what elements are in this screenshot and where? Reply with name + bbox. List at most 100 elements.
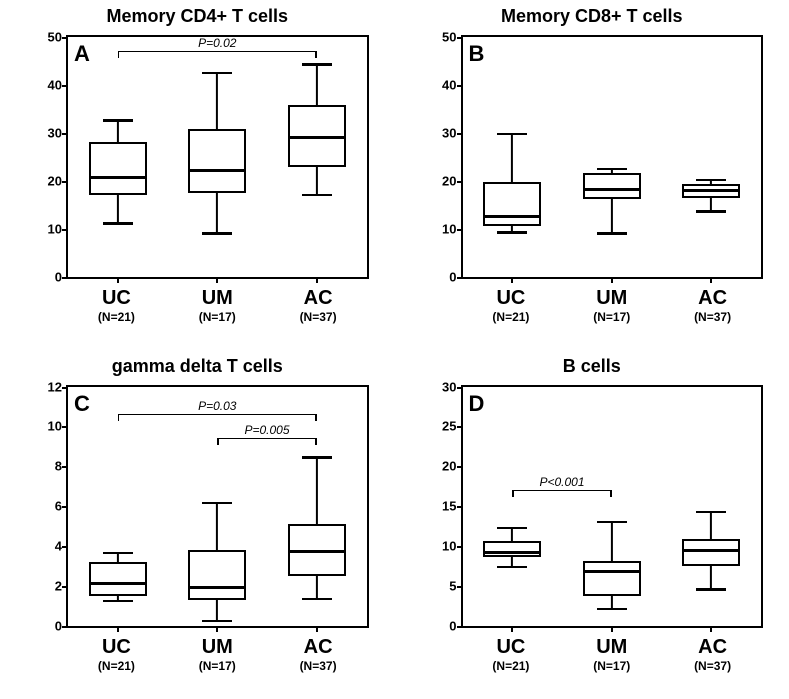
panel-A: Memory CD4+ T cells % CD4+CD45RO+ of CD3… [0,0,395,350]
ytick-label: 8 [55,459,62,474]
xtick-mark [710,626,712,632]
ytick-mark [62,626,68,628]
category-n: (N=17) [561,659,662,673]
category-n: (N=21) [66,310,167,324]
ytick-label: 0 [449,619,456,634]
category: UC(N=21) [66,636,167,673]
xtick-mark [316,277,318,283]
category-n: (N=17) [167,659,268,673]
ytick-label: 12 [48,379,62,394]
pvalue-label: P=0.03 [198,399,236,413]
panel-A-letter: A [74,41,90,67]
boxplot [89,387,147,627]
pvalue-bracket [217,438,317,439]
panel-D-frame: % CD3-CD19+ cells of lymphocytes D 05101… [403,379,782,635]
panel-B-frame: % CD8+CD45RO+ of CD3+ T cells B 01020304… [403,29,782,285]
ytick-label: 10 [442,539,456,554]
panel-B-categories: UC(N=21)UM(N=17)AC(N=37) [461,287,764,324]
category-n: (N=21) [66,659,167,673]
ytick-label: 20 [442,173,456,188]
pvalue-label: P=0.005 [244,423,289,437]
panel-C-categories: UC(N=21)UM(N=17)AC(N=37) [66,636,369,673]
category-n: (N=37) [268,659,369,673]
boxplot [483,37,541,277]
category-label: UM [167,287,268,310]
pvalue-label: P=0.02 [198,36,236,50]
category-label: AC [662,636,763,659]
boxplot [583,387,641,627]
ytick-label: 4 [55,539,62,554]
ytick-label: 10 [48,221,62,236]
boxplot [288,387,346,627]
category-label: UM [561,636,662,659]
panel-C-letter: C [74,391,90,417]
panel-B-letter: B [469,41,485,67]
ytick-mark [62,387,68,389]
boxplot [483,387,541,627]
ytick-mark [457,466,463,468]
category: UM(N=17) [561,636,662,673]
category: UC(N=21) [66,287,167,324]
ytick-label: 10 [48,419,62,434]
ytick-label: 15 [442,499,456,514]
panel-C: gamma delta T cells % CD3+delta2+ of lym… [0,350,395,699]
category-label: UM [561,287,662,310]
category: UC(N=21) [461,287,562,324]
ytick-label: 50 [48,30,62,45]
xtick-mark [710,277,712,283]
xtick-mark [611,626,613,632]
boxplot [682,387,740,627]
ytick-label: 0 [55,269,62,284]
panel-C-plot: C 024681012P=0.03P=0.005 [66,385,369,629]
panel-A-title: Memory CD4+ T cells [8,6,387,27]
ytick-label: 40 [442,77,456,92]
category-n: (N=17) [561,310,662,324]
category-label: UC [461,636,562,659]
ytick-mark [62,426,68,428]
ytick-mark [457,229,463,231]
xtick-mark [511,626,513,632]
ytick-mark [457,426,463,428]
ytick-mark [457,181,463,183]
panel-D-plot: D 051015202530P<0.001 [461,385,764,629]
panel-B-title: Memory CD8+ T cells [403,6,782,27]
ytick-label: 40 [48,77,62,92]
ytick-label: 30 [442,125,456,140]
category-n: (N=17) [167,310,268,324]
panel-D: B cells % CD3-CD19+ cells of lymphocytes… [395,350,789,699]
ytick-mark [62,181,68,183]
panel-A-plot: A 01020304050P=0.02 [66,35,369,279]
category-label: UC [66,287,167,310]
category-label: AC [662,287,763,310]
ytick-mark [62,85,68,87]
ytick-mark [457,626,463,628]
pvalue-bracket [512,490,612,491]
boxplot [89,37,147,277]
ytick-mark [457,586,463,588]
ytick-mark [62,277,68,279]
category-label: UC [461,287,562,310]
panel-D-letter: D [469,391,485,417]
category: AC(N=37) [662,287,763,324]
ytick-mark [457,387,463,389]
ytick-label: 25 [442,419,456,434]
ytick-mark [457,133,463,135]
xtick-mark [117,626,119,632]
ytick-mark [62,37,68,39]
xtick-mark [117,277,119,283]
category-n: (N=21) [461,310,562,324]
panel-C-title: gamma delta T cells [8,356,387,377]
ytick-label: 30 [442,379,456,394]
ytick-label: 5 [449,579,456,594]
ytick-mark [457,85,463,87]
ytick-mark [62,546,68,548]
boxplot [188,387,246,627]
panel-B-plot: B 01020304050 [461,35,764,279]
category-n: (N=21) [461,659,562,673]
ytick-mark [62,229,68,231]
pvalue-bracket [118,414,317,415]
ytick-label: 0 [55,619,62,634]
boxplot [188,37,246,277]
figure-grid: Memory CD4+ T cells % CD4+CD45RO+ of CD3… [0,0,789,699]
panel-D-title: B cells [403,356,782,377]
